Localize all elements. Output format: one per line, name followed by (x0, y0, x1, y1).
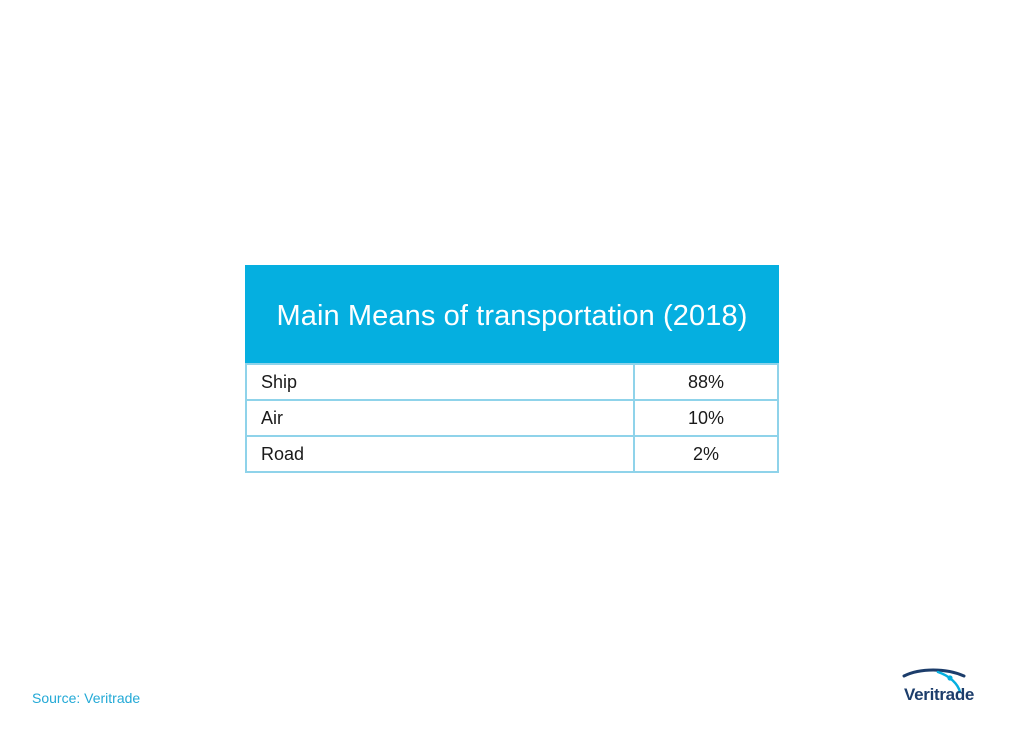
veritrade-logo: Veritrade (898, 666, 988, 716)
veritrade-swoosh-icon (902, 668, 966, 694)
table-title: Main Means of transportation (2018) (245, 265, 779, 363)
transport-table: Main Means of transportation (2018) Ship… (245, 265, 779, 473)
table-row: Air 10% (245, 399, 779, 437)
row-category: Road (245, 435, 635, 473)
row-category: Air (245, 399, 635, 437)
row-category: Ship (245, 363, 635, 401)
table-row: Ship 88% (245, 363, 779, 401)
row-value: 88% (633, 363, 779, 401)
table-row: Road 2% (245, 435, 779, 473)
row-value: 2% (633, 435, 779, 473)
table-body: Ship 88% Air 10% Road 2% (245, 363, 779, 473)
logo-text: Veritrade (904, 685, 975, 704)
row-value: 10% (633, 399, 779, 437)
source-note: Source: Veritrade (32, 690, 141, 706)
